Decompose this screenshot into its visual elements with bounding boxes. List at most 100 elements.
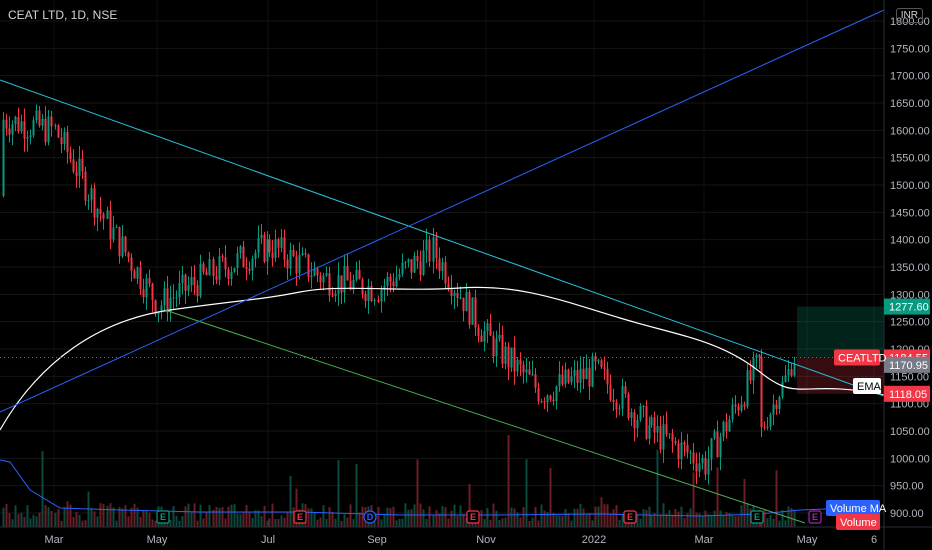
volume-bar: [558, 515, 561, 527]
volume-bar: [573, 508, 576, 527]
volume-ma-line: [0, 459, 851, 517]
volume-bar: [263, 505, 266, 527]
candle-body: [698, 463, 701, 472]
volume-bar: [169, 519, 172, 527]
volume-bar: [148, 512, 151, 527]
candle-body: [570, 376, 573, 383]
volume-bar: [328, 507, 331, 527]
candle-body: [352, 279, 355, 290]
candle-body: [630, 412, 633, 419]
volume-bar: [266, 520, 269, 527]
candle-body: [591, 356, 594, 387]
volume-bar: [444, 507, 447, 527]
candle-body: [410, 259, 413, 273]
volume-bar: [355, 463, 358, 527]
event-letter: E: [297, 512, 303, 522]
candle-body: [63, 131, 66, 145]
volume-bar: [352, 519, 355, 527]
candle-body: [383, 285, 386, 290]
volume-bar: [230, 504, 233, 527]
volume-bar: [151, 519, 154, 527]
volume-bar: [450, 510, 453, 527]
volume-bar: [69, 504, 72, 527]
candle-body: [594, 356, 597, 362]
candle-body: [32, 120, 35, 136]
volume-bar: [731, 514, 734, 527]
candle-body: [462, 297, 465, 312]
price-label-bg: [884, 385, 930, 402]
volume-bar: [719, 510, 722, 527]
volume-bar: [277, 518, 280, 527]
candle-body: [432, 237, 435, 262]
candle-body: [425, 239, 428, 251]
candle-body: [236, 253, 239, 268]
candle-body: [790, 369, 793, 376]
volume-bar: [283, 517, 286, 527]
volume-bar: [280, 515, 283, 527]
candle-body: [459, 297, 462, 299]
candle-body: [145, 278, 148, 298]
candle-body: [746, 370, 749, 407]
candle-body: [618, 408, 621, 410]
candle-body: [567, 369, 570, 383]
currency-button[interactable]: INR: [895, 8, 923, 23]
candle-body: [60, 137, 63, 145]
volume-bar: [2, 507, 5, 527]
candle-body: [561, 374, 564, 385]
volume-bar: [307, 508, 310, 527]
candle-body: [151, 283, 154, 301]
volume-bar: [32, 514, 35, 527]
candle-body: [358, 269, 361, 280]
volume-bar: [245, 504, 248, 527]
volume-bar: [145, 511, 148, 527]
candle-body: [364, 294, 367, 301]
volume-bar: [38, 512, 41, 527]
candle-body: [208, 259, 211, 276]
candle-body: [271, 252, 274, 259]
candle-body: [148, 278, 151, 284]
volume-bar: [686, 513, 689, 527]
candle-body: [689, 452, 692, 454]
volume-bar: [260, 516, 263, 527]
volume-bar: [677, 511, 680, 527]
volume-bar: [793, 509, 796, 527]
candle-body: [671, 433, 674, 442]
candle-body: [564, 369, 567, 385]
volume-bar: [5, 503, 8, 527]
volume-bar: [416, 459, 419, 527]
volume-bar: [337, 460, 340, 527]
volume-bar: [118, 507, 121, 527]
candle-body: [29, 135, 32, 137]
candle-body: [47, 116, 50, 143]
volume-bar: [212, 509, 215, 527]
volume-bar: [233, 504, 236, 527]
volume-bar: [358, 512, 361, 527]
volume-bar: [175, 515, 178, 527]
candle-body: [263, 234, 266, 262]
candle-body: [686, 444, 689, 453]
volume-bar: [392, 506, 395, 527]
y-tick-label: 1650.00: [890, 98, 930, 110]
candle-body: [486, 323, 489, 332]
candle-body: [609, 384, 612, 400]
candle-body: [90, 188, 93, 200]
series-tag: EMA: [857, 381, 882, 393]
volume-bar: [136, 507, 139, 527]
candle-body: [665, 424, 668, 435]
volume-bar: [221, 507, 224, 527]
x-axis: Mar May Jul Sep Nov 2022 Mar May 6: [0, 526, 932, 546]
candle-body: [8, 128, 11, 135]
volume-bar: [588, 513, 591, 527]
candle-body: [377, 299, 380, 302]
volume-bar: [271, 503, 274, 527]
x-tick-label: 6: [871, 534, 877, 546]
x-tick-label: Sep: [367, 534, 387, 546]
candle-body: [266, 239, 269, 262]
volume-bar: [44, 504, 47, 527]
volume-bar: [615, 505, 618, 527]
candle-body: [242, 246, 245, 268]
earnings-marker: [750, 510, 764, 524]
candle-body: [639, 406, 642, 420]
candle-body: [5, 119, 8, 129]
